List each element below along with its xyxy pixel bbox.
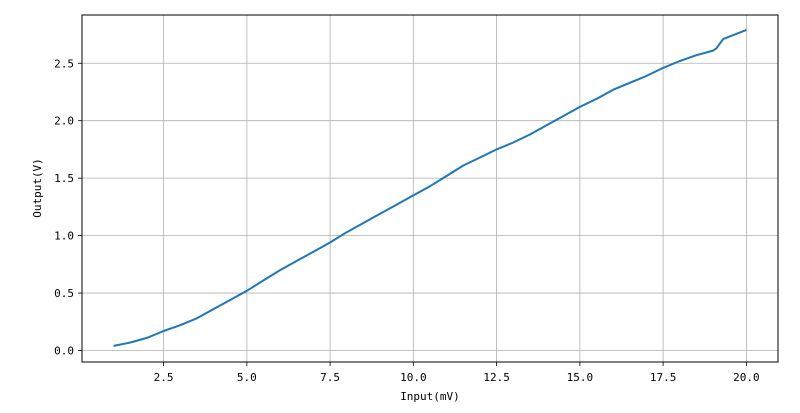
y-tick-label: 2.0 [54,115,74,128]
x-axis: 2.5 5.0 7.5 10.0 12.5 15.0 17.5 20.0 [154,362,760,384]
x-tick-label: 5.0 [237,371,257,384]
x-tick-label: 20.0 [733,371,760,384]
plot-frame [81,14,779,363]
y-axis: 0.0 0.5 1.0 1.5 2.0 2.5 [54,57,82,358]
x-axis-label: Input(mV) [400,390,460,403]
y-axis-label: Output(V) [31,158,44,218]
series-line [113,28,747,347]
y-tick-label: 2.5 [54,57,74,70]
y-tick-label: 0.5 [54,287,74,300]
y-tick-label: 1.5 [54,172,74,185]
grid [82,15,778,362]
x-tick-label: 7.5 [320,371,340,384]
x-tick-label: 17.5 [650,371,677,384]
y-tick-label: 1.0 [54,230,74,243]
x-tick-label: 10.0 [400,371,427,384]
y-tick-label: 0.0 [54,345,74,358]
x-tick-label: 12.5 [483,371,510,384]
x-tick-label: 2.5 [154,371,174,384]
x-tick-label: 15.0 [567,371,594,384]
series-layer [113,28,747,347]
